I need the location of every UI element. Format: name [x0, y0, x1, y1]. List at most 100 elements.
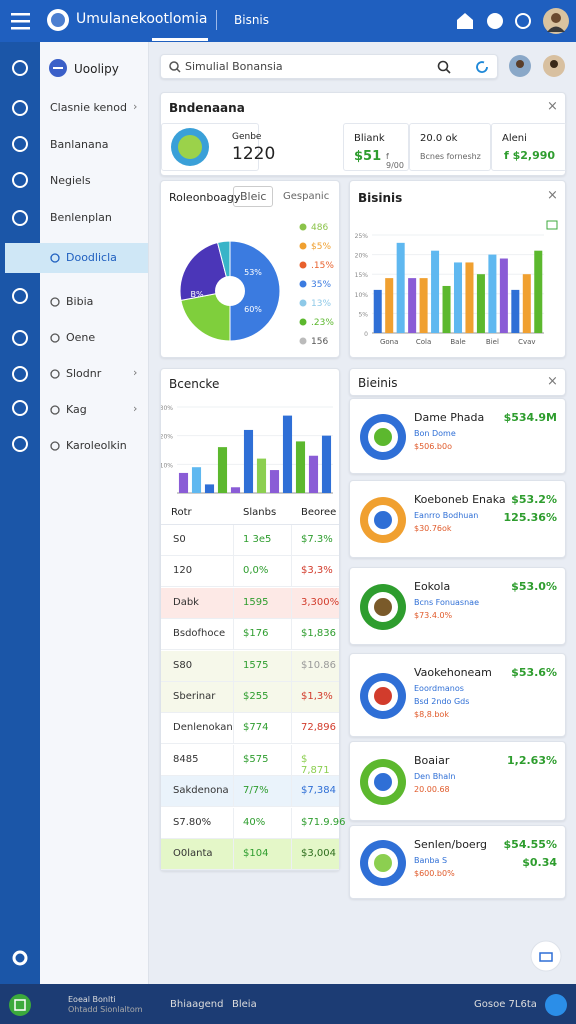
menu-icon[interactable] [10, 11, 32, 31]
table-cell: S0 [173, 534, 186, 545]
item-icon [360, 584, 406, 630]
bar [476, 274, 485, 333]
legend-swatch [299, 318, 307, 326]
rail-icon[interactable] [10, 286, 30, 306]
icon-shape [374, 687, 392, 705]
stat-cell: 20.0 ok Bcnes forneshz [409, 123, 491, 171]
table-row: Bsdofhoce $176 $1,836 [161, 619, 339, 651]
x-tick-label: Cola [416, 338, 431, 346]
fab[interactable] [530, 940, 562, 972]
rail-icon[interactable] [10, 208, 30, 228]
list-card: Senlen/boerg $54.55% $0.34 Banba S $600.b0% [349, 825, 566, 899]
sidebar-item[interactable]: Benlenplan [50, 211, 112, 224]
rail-icon[interactable] [10, 170, 30, 190]
footer-link[interactable]: Bleia [232, 999, 257, 1010]
table-row: Dabk 1595 3,300% [161, 587, 340, 619]
sidebar-item[interactable]: Oene [66, 331, 96, 344]
col-rule [233, 619, 234, 651]
stat-cell: Bliank $51 f 9/00 [343, 123, 409, 171]
search-button[interactable] [437, 60, 451, 74]
sidebar-item[interactable]: Clasnie kenod [50, 101, 127, 114]
refresh-icon[interactable] [475, 60, 489, 74]
item-line: Eanrro Bodhuan [414, 511, 479, 520]
table-row: 120 0,0% $3,3% [161, 556, 339, 588]
bar [522, 274, 531, 333]
list-card: Boaiar 1,2.63% Den Bhaln 20.00.68 [349, 741, 566, 821]
rail-icon[interactable] [10, 364, 30, 384]
col-rule [233, 744, 234, 776]
rail-icon[interactable] [10, 328, 30, 348]
stat-label: Bliank [354, 133, 385, 144]
table-cell: 1595 [243, 596, 269, 608]
sidebar-item[interactable]: Kag [66, 403, 87, 416]
table-cell: $255 [243, 691, 269, 702]
col-rule [291, 556, 292, 588]
stat-sub: Bcnes forneshz [420, 152, 481, 161]
footer: Eoeal Bonlti Ohtadd Sionlaltom Bhiaagend… [0, 984, 576, 1024]
sidebar-item[interactable]: Negiels [50, 174, 91, 187]
rail-icon[interactable] [10, 434, 30, 454]
item-icon [360, 673, 406, 719]
item-line: Eoordmanos [414, 684, 464, 693]
icon-rail [0, 42, 40, 984]
item-icon [360, 497, 406, 543]
tab[interactable]: Gespanic [283, 191, 330, 202]
search-box[interactable]: Simulial Bonansia [160, 54, 498, 79]
item-amount: $0.34 [522, 856, 557, 869]
table-row: S7.80% 40% $71.9.96 [161, 807, 346, 839]
table-cell: 3,300% [301, 596, 340, 608]
summary-card: Bndenaana × Genbe 1220 Bliank $51 f 9/00 20.0… [160, 92, 567, 176]
rail-icon[interactable] [10, 398, 30, 418]
col-rule [291, 807, 292, 839]
sidebar-item[interactable]: Doodlicla [66, 251, 117, 264]
y-tick-label: 20% [161, 434, 173, 441]
user-avatar[interactable] [542, 54, 566, 78]
help-icon[interactable] [484, 10, 506, 32]
sidebar-item[interactable]: Slodnr [66, 367, 102, 380]
tab[interactable]: Bisnis [234, 13, 270, 27]
close-button[interactable]: × [547, 188, 558, 203]
table-cell: $71.9.96 [301, 816, 346, 828]
item-amount: $53.2% [511, 493, 557, 506]
x-tick-label: Biel [486, 338, 499, 346]
x-tick-label: Cvav [518, 338, 535, 346]
table-card: Bcencke 10% 20% 30% Rotr Slanbs Beoree S0 1 3e5… [160, 368, 346, 871]
help-button[interactable] [544, 993, 568, 1017]
legend-swatch [299, 337, 307, 345]
divider [216, 10, 217, 30]
icon-shape [12, 400, 28, 416]
settings-icon[interactable] [10, 948, 30, 968]
icon-shape [12, 366, 28, 382]
col-rule [291, 839, 292, 870]
col-rule [291, 682, 292, 713]
stat-value: 1220 [232, 144, 276, 164]
footer-icon[interactable] [8, 993, 32, 1017]
stat-value: $51 [354, 149, 382, 164]
sidebar: Uoolipy Clasnie kenod › Banlanana Negiels Be… [5, 42, 149, 984]
footer-link[interactable]: Bhiaagend [170, 999, 224, 1010]
item-name: Boaiar [414, 754, 450, 767]
rail-icon[interactable] [10, 98, 30, 118]
sidebar-item[interactable]: Bibia [66, 295, 94, 308]
bar-chart: 0 5% 10% 15% 20% 25% Gona Cola Bale Biel Cvav [355, 220, 558, 346]
table-cell: 120 [173, 565, 193, 577]
close-button[interactable]: × [547, 99, 558, 114]
rail-icon[interactable] [10, 134, 30, 154]
user-avatar[interactable] [508, 54, 532, 78]
sidebar-item[interactable]: Karoleolkin [66, 439, 127, 452]
pie-card: Roleonboagy Bleic Gespanic 53% 60% B% 486 $5… [160, 180, 340, 358]
legend-label: $5% [311, 242, 331, 252]
home-icon[interactable] [454, 10, 476, 32]
chat-icon[interactable] [512, 10, 534, 32]
col-rule [233, 587, 234, 619]
avatar[interactable] [542, 7, 570, 35]
sidebar-item[interactable]: Banlanana [50, 138, 109, 151]
rail-icon[interactable] [10, 58, 30, 78]
bar [499, 258, 508, 333]
stat-label: Aleni [502, 133, 527, 144]
item-line: $8,8.bok [414, 710, 449, 719]
footer-text: Eoeal Bonlti [68, 995, 116, 1004]
close-button[interactable]: × [547, 374, 558, 389]
tab[interactable]: Bleic [233, 186, 274, 207]
legend-label: 156 [311, 337, 328, 347]
